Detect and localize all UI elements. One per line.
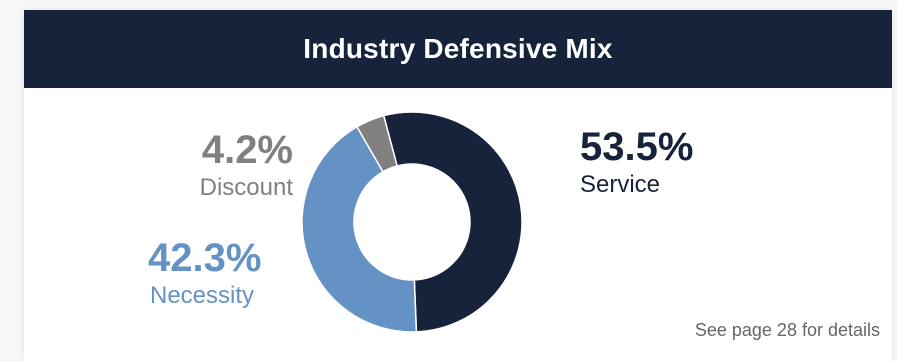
slice-value-label-service: 53.5% xyxy=(580,125,694,169)
chart-title: Industry Defensive Mix xyxy=(303,33,613,64)
donut-slice-necessity xyxy=(301,125,418,333)
chart-card: Industry Defensive Mix 53.5% Service 4.2… xyxy=(24,10,892,361)
slice-value-label-necessity: 42.3% xyxy=(148,236,262,280)
donut-slice-service xyxy=(382,111,523,333)
donut-chart xyxy=(301,111,523,333)
label-discount: 4.2% Discount xyxy=(200,130,293,200)
slice-name-label-discount: Discount xyxy=(199,174,293,201)
label-service: 53.5% Service xyxy=(580,127,693,197)
slice-value-label-discount: 4.2% xyxy=(201,128,293,172)
chart-header: Industry Defensive Mix xyxy=(24,10,892,88)
footer-note: See page 28 for details xyxy=(694,320,880,340)
donut-slices xyxy=(301,111,523,333)
label-necessity: 42.3% Necessity xyxy=(148,236,262,309)
slice-name-label-service: Service xyxy=(580,171,661,198)
slice-name-label-necessity: Necessity xyxy=(149,282,255,309)
donut-slice-discount xyxy=(355,114,399,173)
